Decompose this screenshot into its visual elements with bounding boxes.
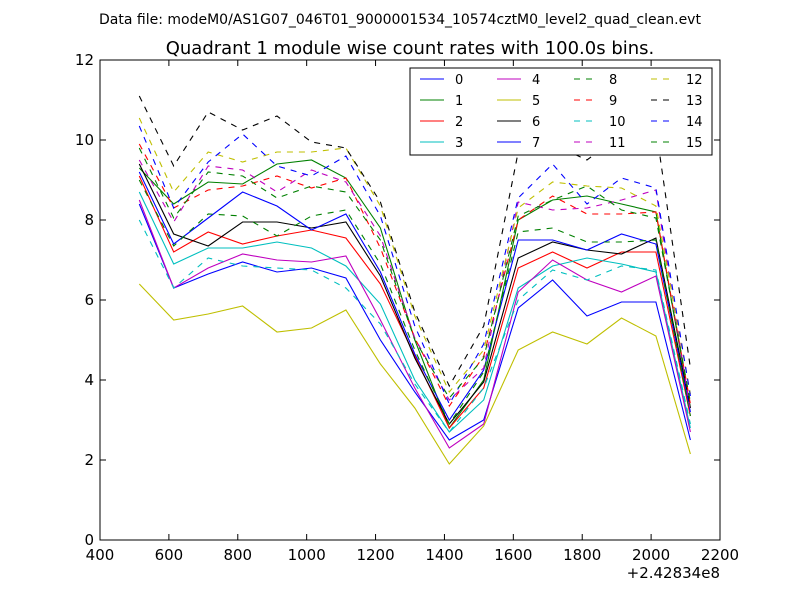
series-line-3 (138, 191, 691, 433)
legend-label-9: 9 (609, 94, 617, 109)
y-tick-label-6: 6 (84, 291, 94, 309)
series-line-15 (138, 147, 691, 403)
legend-label-6: 6 (532, 115, 540, 130)
series-line-2 (138, 175, 691, 429)
y-tick-label-2: 2 (84, 451, 94, 469)
legend-label-13: 13 (686, 94, 703, 109)
figure-suptitle: Data file: modeM0/AS1G07_046T01_90000015… (99, 12, 701, 28)
x-tick-label-1200: 1200 (356, 546, 394, 564)
legend-label-10: 10 (609, 115, 626, 130)
x-tick-label-600: 600 (155, 546, 184, 564)
series-line-4 (138, 199, 691, 449)
series-line-6 (138, 163, 691, 425)
y-tick-label-0: 0 (84, 531, 94, 549)
x-tick-label-800: 800 (223, 546, 252, 564)
series-line-11 (138, 159, 691, 413)
legend-label-11: 11 (609, 136, 626, 151)
y-tick-label-4: 4 (84, 371, 94, 389)
legend-label-5: 5 (532, 94, 540, 109)
series-line-10 (138, 219, 691, 433)
legend-label-1: 1 (455, 94, 463, 109)
legend-label-0: 0 (455, 73, 463, 88)
x-tick-label-1000: 1000 (288, 546, 326, 564)
legend-label-2: 2 (455, 115, 463, 130)
x-tick-label-1400: 1400 (425, 546, 463, 564)
x-tick-label-2000: 2000 (632, 546, 670, 564)
y-tick-label-8: 8 (84, 211, 94, 229)
legend-label-8: 8 (609, 73, 617, 88)
series-line-12 (138, 117, 691, 395)
legend-label-3: 3 (455, 136, 463, 151)
x-tick-label-2200: 2200 (701, 546, 739, 564)
legend-label-14: 14 (686, 115, 703, 130)
x-tick-label-1600: 1600 (494, 546, 532, 564)
legend-label-15: 15 (686, 136, 703, 151)
series-line-8 (138, 179, 691, 426)
chart-title: Quadrant 1 module wise count rates with … (166, 38, 655, 59)
y-tick-label-10: 10 (75, 131, 94, 149)
axis-ticks: 400 600 800 1000 1200 1400 1600 1800 2000 2200 0 2 4… (75, 51, 739, 564)
series-line-0 (138, 203, 691, 441)
x-offset-label: +2.42834e8 (627, 564, 720, 582)
x-tick-label-400: 400 (86, 546, 115, 564)
legend-label-7: 7 (532, 136, 540, 151)
series-line-9 (138, 143, 691, 408)
series-line-14 (138, 125, 691, 406)
series-line-5 (138, 283, 691, 465)
y-tick-label-12: 12 (75, 51, 94, 69)
x-tick-label-1800: 1800 (563, 546, 601, 564)
legend-frame (409, 67, 713, 156)
series-line-7 (138, 171, 691, 422)
legend-label-4: 4 (532, 73, 540, 88)
legend-label-12: 12 (686, 73, 703, 88)
